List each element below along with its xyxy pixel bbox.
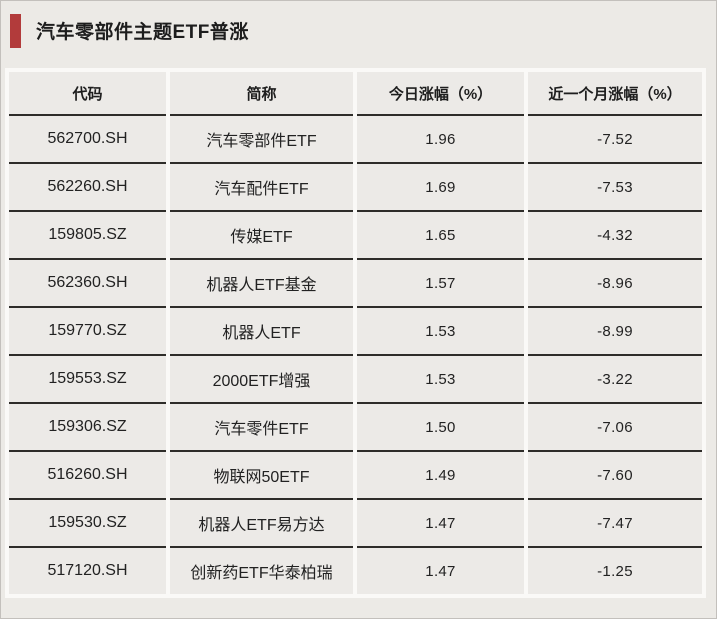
cell-today-change: 1.53 [357,308,524,356]
table-row: 159530.SZ 机器人ETF易方达 1.47 -7.47 [9,500,702,548]
cell-month-change: -7.47 [528,500,702,548]
cell-code: 159805.SZ [9,212,166,260]
cell-month-change: -1.25 [528,548,702,594]
cell-month-change: -7.60 [528,452,702,500]
cell-code: 159770.SZ [9,308,166,356]
cell-today-change: 1.65 [357,212,524,260]
cell-today-change: 1.69 [357,164,524,212]
cell-today-change: 1.96 [357,116,524,164]
cell-code: 159553.SZ [9,356,166,404]
cell-month-change: -7.06 [528,404,702,452]
cell-name: 2000ETF增强 [170,356,353,404]
table-row: 562360.SH 机器人ETF基金 1.57 -8.96 [9,260,702,308]
cell-today-change: 1.49 [357,452,524,500]
column-header-code: 代码 [9,72,166,116]
title-accent-bar [10,13,21,48]
figure-title: 汽车零部件主题ETF普涨 [36,22,249,43]
table-row: 159306.SZ 汽车零件ETF 1.50 -7.06 [9,404,702,452]
table-row: 159770.SZ 机器人ETF 1.53 -8.99 [9,308,702,356]
cell-today-change: 1.47 [357,500,524,548]
table-row: 516260.SH 物联网50ETF 1.49 -7.60 [9,452,702,500]
cell-today-change: 1.47 [357,548,524,594]
cell-month-change: -8.96 [528,260,702,308]
cell-name: 创新药ETF华泰柏瑞 [170,548,353,594]
column-header-name: 简称 [170,72,353,116]
column-header-month-change: 近一个月涨幅（%） [528,72,702,116]
cell-name: 机器人ETF [170,308,353,356]
cell-month-change: -7.53 [528,164,702,212]
cell-code: 562360.SH [9,260,166,308]
cell-code: 516260.SH [9,452,166,500]
column-header-today-change: 今日涨幅（%） [357,72,524,116]
cell-name: 物联网50ETF [170,452,353,500]
cell-code: 562260.SH [9,164,166,212]
cell-today-change: 1.53 [357,356,524,404]
cell-code: 159530.SZ [9,500,166,548]
etf-performance-table: 代码 简称 今日涨幅（%） 近一个月涨幅（%） 562700.SH 汽车零部件ET… [5,68,706,598]
cell-today-change: 1.57 [357,260,524,308]
figure-title-row: 汽车零部件主题ETF普涨 [10,13,249,48]
cell-code: 159306.SZ [9,404,166,452]
cell-today-change: 1.50 [357,404,524,452]
cell-month-change: -8.99 [528,308,702,356]
table-row: 517120.SH 创新药ETF华泰柏瑞 1.47 -1.25 [9,548,702,594]
cell-code: 517120.SH [9,548,166,594]
cell-name: 机器人ETF基金 [170,260,353,308]
table-row: 562700.SH 汽车零部件ETF 1.96 -7.52 [9,116,702,164]
cell-month-change: -3.22 [528,356,702,404]
cell-name: 汽车配件ETF [170,164,353,212]
cell-name: 汽车零件ETF [170,404,353,452]
cell-code: 562700.SH [9,116,166,164]
table-row: 159553.SZ 2000ETF增强 1.53 -3.22 [9,356,702,404]
cell-month-change: -4.32 [528,212,702,260]
cell-month-change: -7.52 [528,116,702,164]
cell-name: 机器人ETF易方达 [170,500,353,548]
table-row: 159805.SZ 传媒ETF 1.65 -4.32 [9,212,702,260]
table-header-row: 代码 简称 今日涨幅（%） 近一个月涨幅（%） [9,72,702,116]
cell-name: 汽车零部件ETF [170,116,353,164]
table-row: 562260.SH 汽车配件ETF 1.69 -7.53 [9,164,702,212]
cell-name: 传媒ETF [170,212,353,260]
